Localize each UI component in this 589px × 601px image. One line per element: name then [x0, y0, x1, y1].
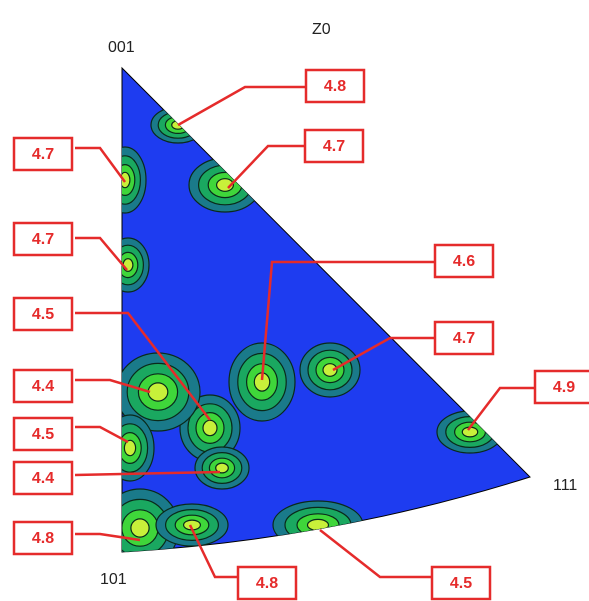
leader-line: [467, 386, 535, 431]
contour: [306, 518, 330, 532]
contour: [215, 462, 229, 474]
callout-label: 4.8: [32, 530, 54, 547]
callout-box: [12, 520, 74, 556]
callout-box: [303, 128, 365, 164]
corner-right-label: 111: [553, 477, 577, 494]
callout-box: [430, 565, 492, 601]
contour: [202, 419, 218, 437]
callout-box: [304, 68, 366, 104]
callout-label: 4.7: [32, 146, 54, 163]
contour: [130, 518, 150, 538]
leader-line: [332, 336, 435, 372]
callout-label: 4.5: [450, 575, 472, 592]
contour: [122, 258, 134, 272]
contour: [322, 363, 338, 377]
leader-line: [75, 378, 151, 394]
callout-label: 4.6: [453, 253, 475, 270]
callout-box: [12, 416, 74, 452]
callout-box: [433, 320, 495, 356]
callout-box: [12, 460, 74, 496]
leader-line: [260, 260, 435, 381]
callout-label: 4.7: [453, 330, 475, 347]
corner-bottom-label: 101: [100, 571, 127, 588]
leader-line: [75, 146, 127, 183]
contour: [147, 382, 169, 402]
callout-box: [12, 136, 74, 172]
leader-line: [75, 236, 128, 271]
contour: [123, 439, 137, 457]
callout-label: 4.8: [324, 78, 346, 95]
leader-line: [177, 85, 306, 127]
leader-line: [319, 529, 432, 579]
leader-line: [75, 425, 129, 444]
callout-box: [12, 221, 74, 257]
title: Z0: [312, 21, 331, 38]
callout-box: [236, 565, 298, 601]
callout-label: 4.7: [32, 231, 54, 248]
callout-label: 4.4: [32, 470, 54, 487]
corner-top-label: 001: [108, 39, 135, 56]
callout-box: [12, 296, 74, 332]
callout-label: 4.8: [256, 575, 278, 592]
callout-label: 4.5: [32, 306, 54, 323]
leader-line: [188, 524, 238, 579]
callout-box: [433, 243, 495, 279]
callouts: 4.8 4.7 4.7 4.7 4.6 4.5 4.7 4.4 4.9 4.5 4.4 4.8 4.8 4…: [12, 68, 589, 601]
callout-label: 4.4: [32, 378, 54, 395]
callout-box: [12, 368, 74, 404]
callout-label: 4.9: [553, 379, 575, 396]
leader-line: [227, 144, 305, 189]
callout-label: 4.7: [323, 138, 345, 155]
leader-line: [75, 311, 211, 421]
callout-box: [533, 369, 589, 405]
leader-line: [75, 532, 141, 542]
intensity-contours: [122, 106, 504, 552]
callout-label: 4.5: [32, 426, 54, 443]
leader-line: [74, 470, 221, 477]
